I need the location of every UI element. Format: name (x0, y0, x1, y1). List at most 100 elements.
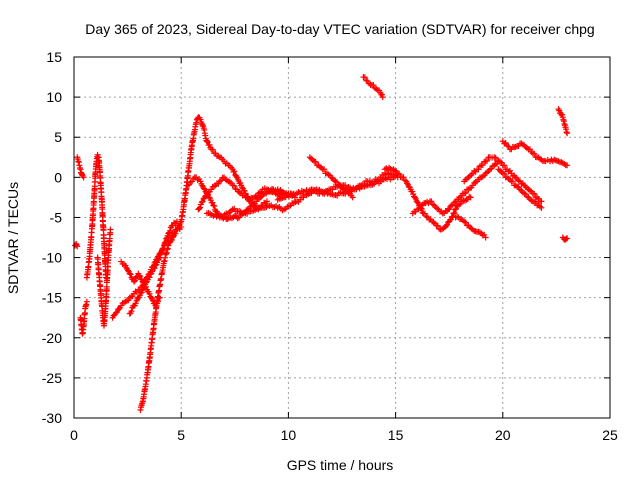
y-tick-label: -20 (42, 330, 62, 346)
grid-layer (74, 57, 610, 418)
y-tick-label: 10 (46, 89, 62, 105)
series-t18 (452, 213, 489, 241)
data-point (174, 225, 181, 232)
data-point (444, 221, 451, 228)
data-point (172, 230, 179, 237)
series-t9 (137, 114, 270, 413)
data-point (390, 174, 397, 181)
x-tick-label: 10 (281, 427, 297, 443)
data-point (128, 308, 135, 315)
data-point (80, 174, 87, 181)
data-point (564, 162, 571, 169)
data-point (198, 199, 205, 206)
data-point (193, 119, 200, 126)
data-point (137, 273, 144, 280)
data-point (538, 204, 545, 211)
data-point (563, 235, 570, 242)
data-point (231, 182, 238, 189)
data-point (467, 194, 474, 201)
data-point (321, 166, 328, 173)
data-point (209, 146, 216, 153)
data-point (209, 199, 216, 206)
data-point (143, 279, 150, 286)
y-tick-label: 0 (54, 169, 62, 185)
data-point (414, 199, 421, 206)
series-t7 (118, 258, 163, 309)
data-point (442, 223, 449, 230)
series-t20 (495, 166, 545, 211)
data-point (400, 174, 407, 181)
data-point (361, 74, 368, 81)
data-point (152, 262, 159, 269)
data-point (312, 158, 319, 165)
data-point (231, 168, 238, 175)
series-t21 (499, 138, 571, 169)
data-point (538, 198, 545, 205)
data-point (107, 226, 114, 233)
data-point (462, 189, 469, 196)
y-tick-label: 15 (46, 49, 62, 65)
data-point (531, 150, 538, 157)
data-point (453, 205, 460, 212)
chart-title: Day 365 of 2023, Sidereal Day-to-day VTE… (85, 21, 594, 37)
series-t11 (195, 174, 292, 213)
data-point (141, 284, 148, 291)
data-point (434, 222, 441, 229)
data-point (126, 270, 133, 277)
y-tick-label: -30 (42, 410, 62, 426)
plot-frame (73, 56, 611, 419)
series-t3 (77, 298, 90, 337)
data-point (450, 210, 457, 217)
data-point (112, 309, 119, 316)
data-point (74, 243, 81, 250)
data-point (203, 138, 210, 145)
data-point (428, 198, 435, 205)
x-tick-label: 0 (70, 427, 78, 443)
data-point (501, 162, 508, 169)
data-point (451, 209, 458, 216)
data-point (131, 277, 138, 284)
data-point (263, 198, 270, 205)
data-point (564, 235, 571, 242)
series-t1 (72, 240, 81, 250)
x-tick-label: 20 (495, 427, 511, 443)
y-tick-label: -15 (42, 290, 62, 306)
data-point (131, 278, 138, 285)
data-point (196, 205, 203, 212)
data-point (349, 194, 356, 201)
series-t14 (306, 154, 356, 201)
x-tick-label: 5 (177, 427, 185, 443)
data-point (492, 154, 499, 161)
data-point (138, 289, 145, 296)
data-point (564, 130, 571, 137)
data-point (197, 204, 204, 211)
series-t15 (360, 74, 386, 101)
y-tick-label: 5 (54, 129, 62, 145)
data-point (127, 271, 134, 278)
data-point (148, 294, 155, 301)
x-tick-label: 15 (388, 427, 404, 443)
data-point (151, 265, 158, 272)
y-tick-label: -10 (42, 250, 62, 266)
x-axis-label: GPS time / hours (287, 457, 394, 473)
y-tick-label: -5 (50, 209, 63, 225)
series-t23 (559, 234, 571, 243)
data-point (475, 166, 482, 173)
series-t19 (461, 154, 545, 205)
data-point (447, 217, 454, 224)
data-point (501, 170, 508, 177)
data-point (452, 206, 459, 213)
data-point (162, 239, 169, 246)
data-point (509, 178, 516, 185)
data-point (239, 184, 246, 191)
data-point (146, 290, 153, 297)
y-axis-label: SDTVAR / TECUs (5, 182, 21, 294)
data-point (83, 298, 90, 305)
data-point (379, 94, 386, 101)
data-point (156, 254, 163, 261)
series-t5 (94, 226, 114, 329)
series-t22 (555, 106, 571, 137)
series-t8 (126, 218, 180, 317)
data-point (113, 309, 120, 316)
